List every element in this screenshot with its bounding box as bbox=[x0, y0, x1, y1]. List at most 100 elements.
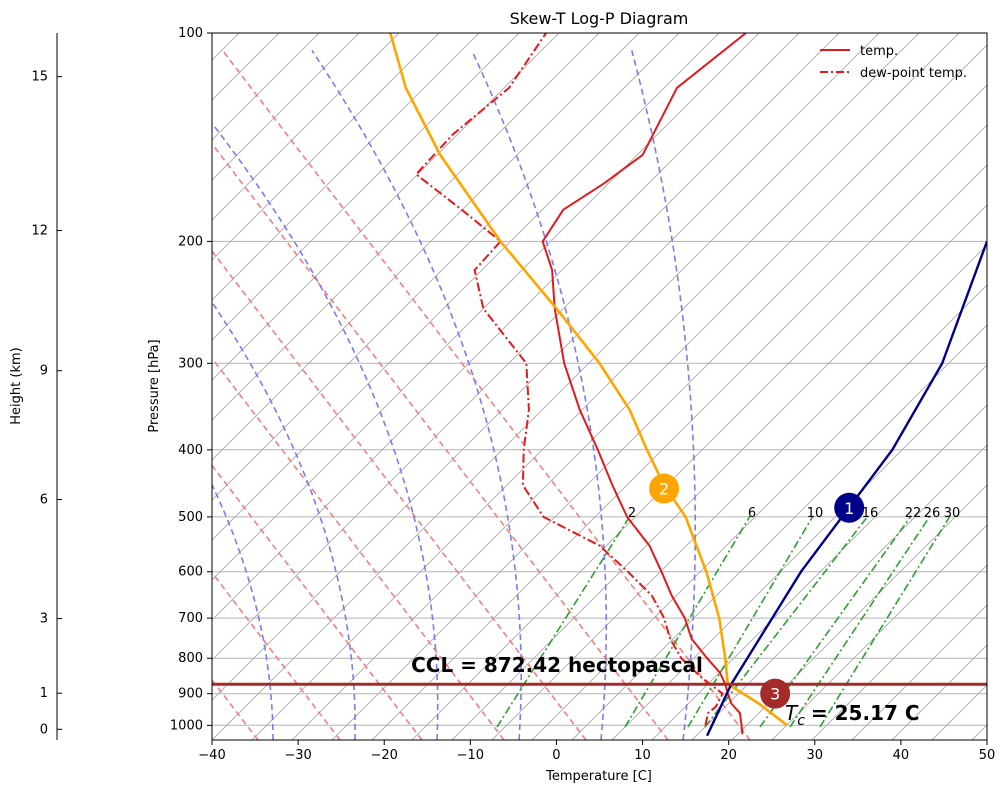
pressure-tick-label: 1000 bbox=[170, 718, 203, 733]
dry-adiabat-line bbox=[212, 249, 587, 740]
isotherm-line bbox=[212, 33, 640, 461]
x-tick-label: −40 bbox=[198, 748, 225, 763]
mixing-ratio-label: 22 bbox=[905, 506, 922, 521]
x-tick-label: −10 bbox=[457, 748, 484, 763]
height-tick-label: 1 bbox=[40, 686, 48, 701]
isotherm-line bbox=[251, 33, 960, 740]
x-axis-label: Temperature [C] bbox=[545, 769, 652, 784]
mixing-ratio-line bbox=[789, 515, 931, 728]
isotherm-line bbox=[891, 644, 987, 740]
dry-adiabat-line bbox=[221, 50, 751, 740]
isotherm-line bbox=[0, 0, 192, 740]
pressure-tick-label: 500 bbox=[178, 510, 203, 525]
height-tick-label: 6 bbox=[40, 493, 48, 508]
isotherm-line bbox=[212, 33, 440, 261]
isotherm-line bbox=[571, 324, 987, 740]
isotherm-line bbox=[212, 33, 520, 341]
pressure-tick-label: 300 bbox=[178, 356, 203, 371]
legend: temp. dew-point temp. bbox=[820, 44, 967, 81]
mixing-ratio-line bbox=[704, 515, 869, 728]
moist-adiabat-line bbox=[212, 300, 356, 740]
plot-frame bbox=[211, 32, 988, 741]
pressure-tick-label: 600 bbox=[178, 565, 203, 580]
isotherm-line bbox=[212, 33, 880, 701]
mixing-ratio-label: 6 bbox=[748, 506, 756, 521]
marker-label-1: 1 bbox=[844, 499, 854, 518]
isotherm-line bbox=[212, 33, 760, 581]
pressure-tick-label: 800 bbox=[178, 651, 203, 666]
dry-adiabat-line bbox=[212, 142, 669, 740]
series-line-dry-adiabat-from-tc bbox=[706, 240, 987, 737]
mixing-ratio-line bbox=[687, 515, 814, 728]
legend-label: temp. bbox=[860, 44, 898, 59]
x-axis: −40 −30 −20 −10 0 10 20 30 40 50 bbox=[198, 740, 995, 763]
marker-2 bbox=[649, 473, 680, 504]
x-tick-label: 20 bbox=[720, 748, 737, 763]
isotherm-line bbox=[331, 84, 987, 740]
isotherm-line bbox=[212, 33, 360, 181]
pressure-tick-label: 100 bbox=[178, 26, 203, 41]
isotherm-line bbox=[851, 604, 987, 740]
marker-label-2: 2 bbox=[659, 480, 669, 499]
x-tick-label: 30 bbox=[807, 748, 824, 763]
isotherm-line bbox=[691, 444, 987, 740]
isotherm-line bbox=[212, 33, 400, 221]
marker-3 bbox=[760, 678, 791, 709]
grid-layer bbox=[0, 0, 987, 741]
isotherm-line bbox=[491, 244, 987, 740]
legend-label: dew-point temp. bbox=[860, 66, 967, 81]
isotherm-line bbox=[212, 33, 720, 541]
series-line-parcel bbox=[389, 33, 788, 727]
x-tick-label: 0 bbox=[552, 748, 560, 763]
height-tick-label: 3 bbox=[40, 612, 48, 627]
isotherm-line bbox=[212, 33, 560, 381]
isotherm-line bbox=[212, 33, 480, 301]
ccl-label: CCL = 872.42 hectopascal bbox=[411, 653, 703, 677]
moist-adiabat-line bbox=[471, 50, 608, 740]
isotherm-line bbox=[611, 364, 987, 740]
pressure-tick-label: 400 bbox=[178, 443, 203, 458]
isotherm-line bbox=[451, 204, 987, 740]
x-tick-label: 10 bbox=[634, 748, 651, 763]
pressure-axis-label: Pressure [hPa] bbox=[147, 339, 162, 432]
mixing-ratio-label: 16 bbox=[862, 506, 879, 521]
isotherm-line bbox=[651, 404, 987, 740]
mixing-ratio-label: 30 bbox=[944, 506, 961, 521]
mixing-ratio-line bbox=[496, 515, 631, 728]
isotherm-line bbox=[212, 33, 920, 740]
tc-label: Tc = 25.17 C bbox=[785, 701, 920, 729]
isotherm-line bbox=[971, 724, 987, 740]
x-tick-label: 40 bbox=[893, 748, 910, 763]
isotherm-line bbox=[371, 124, 987, 740]
height-tick-label: 0 bbox=[40, 722, 48, 737]
x-tick-label: −20 bbox=[371, 748, 398, 763]
isotherm-line bbox=[212, 33, 600, 421]
pressure-tick-label: 200 bbox=[178, 234, 203, 249]
dry-adiabat-line bbox=[212, 571, 341, 740]
x-tick-label: 50 bbox=[979, 748, 996, 763]
marker-label-3: 3 bbox=[770, 685, 780, 704]
dry-adiabat-line bbox=[212, 356, 505, 740]
marker-1 bbox=[834, 492, 865, 523]
isotherm-line bbox=[212, 33, 800, 621]
pressure-tick-label: 700 bbox=[178, 611, 203, 626]
isotherm-line bbox=[291, 44, 987, 740]
series-line-dew-point-temp- bbox=[414, 33, 724, 726]
isotherm-line bbox=[212, 33, 840, 661]
mixing-ratio-line bbox=[819, 515, 951, 728]
mixing-ratio-label: 2 bbox=[628, 506, 636, 521]
isotherm-line bbox=[931, 684, 987, 740]
moist-adiabat-line bbox=[631, 50, 696, 740]
pressure-tick-label: 900 bbox=[178, 687, 203, 702]
isotherm-line bbox=[212, 33, 320, 141]
mixing-ratio-line bbox=[624, 515, 751, 728]
isotherm-line bbox=[771, 524, 987, 740]
moist-adiabat-line bbox=[212, 122, 439, 740]
isotherm-line bbox=[411, 164, 987, 740]
isotherm-line bbox=[811, 564, 987, 740]
height-axis-label: Height (km) bbox=[9, 347, 24, 424]
moist-adiabat-line bbox=[0, 51, 191, 741]
dry-adiabat-line bbox=[212, 678, 259, 740]
